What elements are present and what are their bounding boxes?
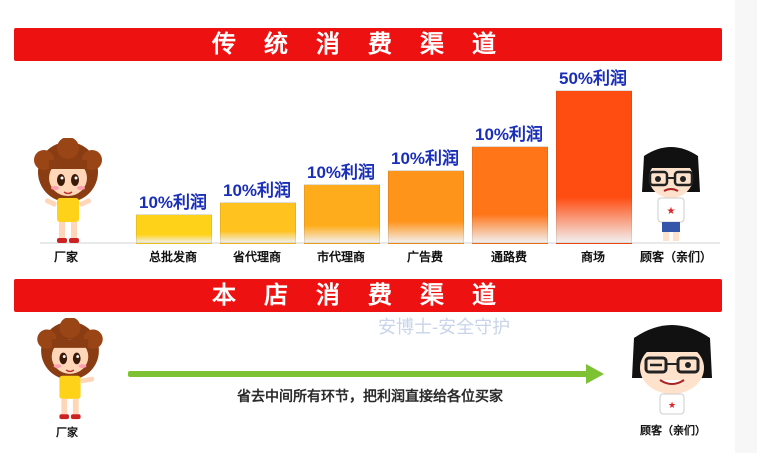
category-label-3: 市代理商 bbox=[316, 250, 365, 264]
manufacturer-label-bottom: 厂家 bbox=[56, 426, 78, 439]
customer-label: 顾客（亲们） bbox=[639, 250, 712, 264]
bar-1 bbox=[136, 214, 212, 244]
manufacturer-character-bottom bbox=[37, 318, 103, 420]
customer-character: ★ bbox=[642, 147, 700, 241]
category-label-4: 广告费 bbox=[406, 250, 443, 264]
bottom-banner bbox=[14, 279, 722, 312]
bar-value-label-6: 50%利润 bbox=[558, 69, 628, 88]
manufacturer-label: 厂家 bbox=[53, 250, 78, 264]
category-label-2: 省代理商 bbox=[232, 250, 281, 264]
top-banner-title: 传统消费渠道 bbox=[212, 30, 524, 58]
bottom-banner-title: 本店消费渠道 bbox=[212, 281, 524, 309]
category-label-5: 通路费 bbox=[490, 250, 527, 264]
bar-value-label-2: 10%利润 bbox=[222, 181, 292, 200]
direct-arrow-head bbox=[586, 364, 604, 384]
direct-arrow-shaft bbox=[128, 371, 588, 377]
watermark-text: 安博士-安全守护 bbox=[378, 317, 511, 338]
bar-5 bbox=[472, 146, 548, 244]
bar-value-label-3: 10%利润 bbox=[306, 163, 376, 182]
customer-label-bottom: 顾客（亲们） bbox=[640, 424, 706, 437]
bar-2 bbox=[220, 202, 296, 244]
right-edge-strip bbox=[735, 0, 757, 453]
svg-text:★: ★ bbox=[667, 206, 676, 217]
customer-character-bottom: ★ bbox=[632, 325, 712, 415]
category-label-1: 总批发商 bbox=[148, 250, 197, 264]
chart-baseline bbox=[40, 242, 720, 244]
bar-value-label-5: 10%利润 bbox=[474, 125, 544, 144]
top-banner bbox=[14, 28, 722, 61]
bar-value-label-4: 10%利润 bbox=[390, 149, 460, 168]
category-label-6: 商场 bbox=[580, 250, 605, 264]
bar-3 bbox=[304, 184, 380, 244]
bar-value-label-1: 10%利润 bbox=[138, 193, 208, 212]
svg-text:★: ★ bbox=[668, 401, 676, 411]
manufacturer-character bbox=[34, 138, 102, 243]
bar-6 bbox=[556, 90, 632, 244]
arrow-caption: 省去中间所有环节，把利润直接给各位买家 bbox=[237, 389, 503, 405]
bar-4 bbox=[388, 170, 464, 244]
